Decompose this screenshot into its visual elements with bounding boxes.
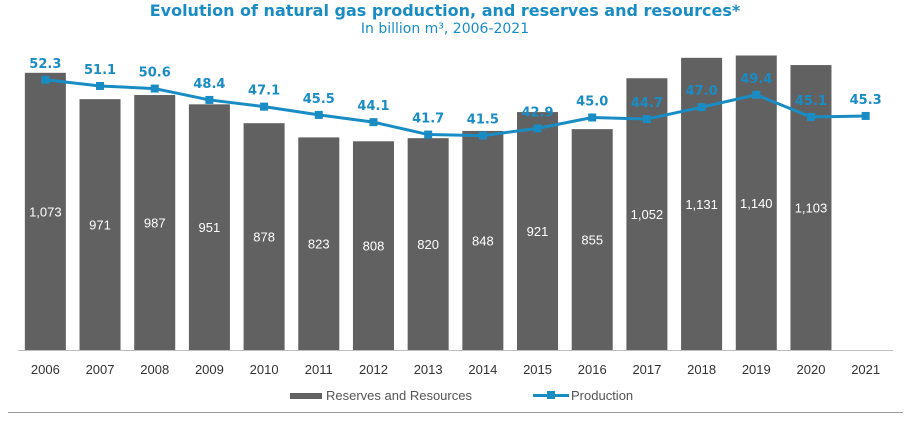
legend-swatch-reserves [290, 392, 322, 399]
production-point-2012 [369, 118, 378, 127]
production-point-2014 [478, 131, 487, 140]
bar-label-2009: 951 [199, 220, 221, 235]
x-tick-2006: 2006 [31, 362, 60, 377]
x-tick-2016: 2016 [578, 362, 607, 377]
x-tick-2014: 2014 [468, 362, 497, 377]
bar-2014 [462, 130, 504, 350]
production-line [45, 78, 866, 138]
production-label-2007: 51.1 [84, 63, 116, 78]
production-label-2014: 41.5 [467, 113, 499, 128]
legend-label-production: Production [571, 388, 634, 403]
bar-label-2006: 1,073 [29, 204, 62, 219]
production-point-2019 [752, 90, 761, 99]
bar-label-2010: 878 [253, 230, 275, 245]
bar-label-2020: 1,103 [795, 201, 828, 216]
production-label-2021: 45.3 [850, 93, 882, 108]
bar-label-2018: 1,131 [685, 197, 718, 212]
bar-label-2012: 808 [363, 239, 385, 254]
production-label-2015: 42.9 [521, 105, 553, 120]
x-tick-2017: 2017 [632, 362, 661, 377]
x-tick-2020: 2020 [797, 362, 826, 377]
chart-area: 1,073 971 987 951 878 823 808 820 848 921 855 1,052… [18, 55, 893, 377]
bar-2010 [243, 123, 285, 350]
bar-label-2014: 848 [472, 233, 494, 248]
chart-subtitle: In billion m³, 2006-2021 [360, 21, 530, 37]
production-label-2011: 45.5 [303, 92, 335, 107]
bar-label-2019: 1,140 [740, 196, 773, 211]
production-label-2017: 44.7 [631, 96, 663, 111]
production-point-2006 [41, 75, 50, 84]
production-label-2008: 50.6 [139, 66, 171, 81]
x-tick-2018: 2018 [687, 362, 716, 377]
production-label-2020: 45.1 [795, 94, 827, 109]
x-tick-2021: 2021 [851, 362, 880, 377]
bar-2007 [79, 99, 121, 351]
bottom-rule [8, 412, 903, 413]
production-point-2009 [205, 95, 214, 104]
x-tick-2009: 2009 [195, 362, 224, 377]
x-tick-2015: 2015 [523, 362, 552, 377]
legend-item-production: Production [533, 388, 633, 403]
bar-label-2011: 823 [308, 237, 330, 252]
bar-2008 [134, 95, 176, 351]
bar-label-2017: 1,052 [631, 207, 664, 222]
production-label-2012: 44.1 [357, 99, 389, 114]
production-point-2017 [642, 115, 651, 124]
production-point-2011 [314, 110, 323, 119]
x-tick-2012: 2012 [359, 362, 388, 377]
production-point-2010 [260, 102, 269, 111]
production-point-2015 [533, 124, 542, 133]
bar-label-2016: 855 [581, 233, 603, 248]
x-tick-2010: 2010 [250, 362, 279, 377]
legend-item-reserves: Reserves and Resources [290, 388, 472, 403]
bar-2015 [517, 112, 559, 350]
production-label-2006: 52.3 [29, 57, 61, 72]
bar-label-2007: 971 [89, 218, 111, 233]
x-tick-2008: 2008 [140, 362, 169, 377]
bar-2006 [24, 72, 66, 350]
bar-label-2015: 921 [527, 224, 549, 239]
legend-swatch-production [533, 391, 569, 399]
x-tick-2007: 2007 [86, 362, 115, 377]
bar-2013 [407, 138, 449, 350]
production-point-2016 [588, 113, 597, 122]
production-point-2008 [150, 84, 159, 93]
production-point-2013 [424, 130, 433, 139]
production-label-2009: 48.4 [193, 77, 225, 92]
production-label-2016: 45.0 [576, 95, 608, 110]
bar-2012 [352, 141, 394, 350]
x-tick-2019: 2019 [742, 362, 771, 377]
production-label-2018: 47.0 [686, 84, 718, 99]
x-tick-2011: 2011 [305, 362, 333, 377]
production-point-2020 [806, 112, 815, 121]
bar-label-2008: 987 [144, 216, 166, 231]
production-point-2021 [861, 111, 870, 120]
bar-2016 [571, 129, 613, 350]
chart-title: Evolution of natural gas production, and… [149, 1, 741, 20]
legend-marker-production [547, 391, 555, 399]
bar-2009 [188, 104, 230, 350]
legend-label-reserves: Reserves and Resources [326, 388, 472, 403]
bar-label-2013: 820 [417, 237, 439, 252]
x-tick-2013: 2013 [414, 362, 443, 377]
production-point-2018 [697, 103, 706, 112]
bar-2011 [298, 137, 340, 350]
production-label-2010: 47.1 [248, 84, 280, 99]
bar-2017 [626, 78, 668, 350]
legend: Reserves and Resources Production [0, 388, 913, 406]
production-point-2007 [96, 81, 105, 90]
bar-2019 [735, 55, 777, 350]
production-label-2013: 41.7 [412, 112, 444, 127]
production-label-2019: 49.4 [740, 72, 772, 87]
